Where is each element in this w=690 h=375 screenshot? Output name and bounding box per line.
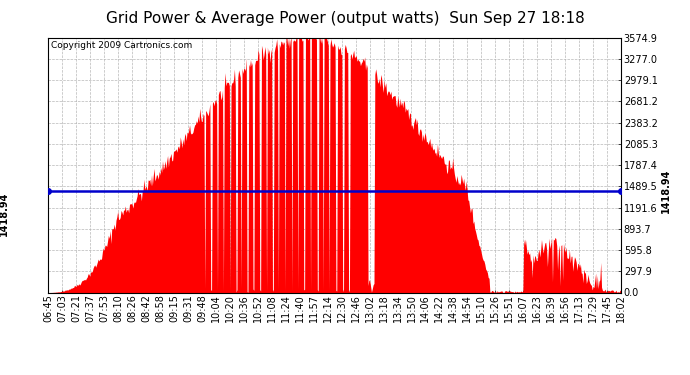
Text: 1418.94: 1418.94 (661, 169, 671, 213)
Text: Copyright 2009 Cartronics.com: Copyright 2009 Cartronics.com (51, 41, 193, 50)
Text: 1418.94: 1418.94 (0, 192, 8, 236)
Text: Grid Power & Average Power (output watts)  Sun Sep 27 18:18: Grid Power & Average Power (output watts… (106, 11, 584, 26)
